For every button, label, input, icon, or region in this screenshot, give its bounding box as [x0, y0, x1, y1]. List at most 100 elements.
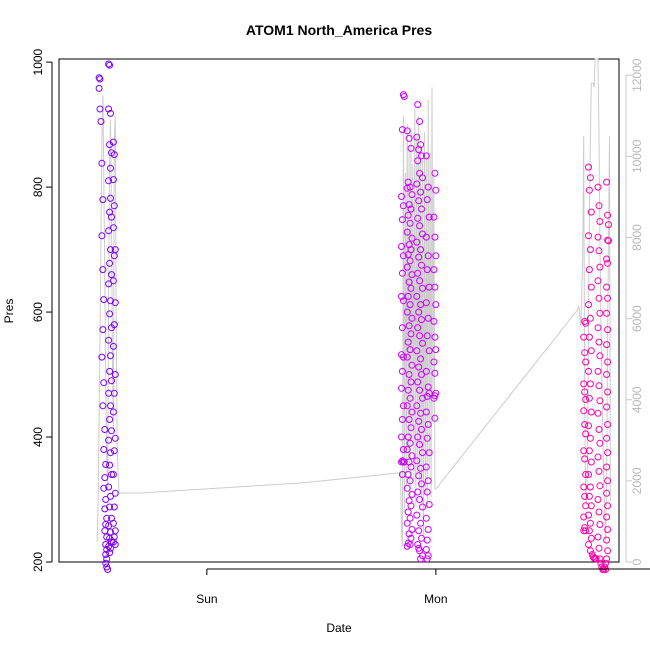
data-point	[580, 483, 588, 491]
data-point	[407, 424, 415, 432]
data-point	[422, 233, 430, 241]
data-point	[407, 378, 415, 386]
data-point	[604, 259, 612, 267]
data-point	[398, 433, 405, 441]
data-point	[430, 266, 438, 274]
data-point	[604, 526, 612, 533]
data-point	[596, 397, 604, 405]
data-point	[587, 208, 595, 216]
data-point	[595, 508, 603, 516]
data-point	[406, 477, 414, 485]
data-point	[405, 278, 413, 286]
data-point	[585, 492, 593, 500]
y2-tick-label: 12000	[630, 58, 644, 92]
data-point	[419, 339, 426, 347]
data-point	[408, 452, 416, 460]
data-point	[430, 317, 438, 325]
data-point	[422, 408, 430, 416]
data-point	[604, 547, 612, 555]
data-point	[109, 519, 117, 527]
data-point	[417, 464, 425, 472]
data-point	[585, 422, 592, 430]
data-point	[106, 503, 114, 511]
y2-tick-label: 4000	[630, 386, 644, 413]
data-point	[425, 501, 433, 508]
data-point	[108, 377, 115, 385]
data-point	[422, 463, 430, 471]
data-point	[106, 61, 114, 69]
data-point	[111, 541, 119, 548]
data-point	[110, 202, 118, 210]
data-point	[414, 157, 422, 165]
data-point	[106, 416, 114, 423]
data-point	[425, 449, 433, 457]
series-3	[580, 163, 612, 573]
data-point	[404, 508, 412, 516]
data-point	[431, 283, 439, 291]
data-point	[418, 534, 425, 542]
data-point	[419, 174, 426, 182]
data-point	[431, 169, 439, 177]
data-point	[415, 544, 423, 552]
y2-tick-label: 6000	[630, 305, 644, 332]
data-point	[418, 371, 425, 378]
data-point	[408, 526, 416, 533]
data-point	[110, 151, 118, 159]
data-point	[100, 446, 108, 453]
data-point	[413, 238, 421, 246]
data-point	[596, 482, 604, 490]
data-point	[398, 292, 405, 300]
data-point	[109, 138, 117, 146]
data-point	[594, 367, 602, 375]
data-point	[585, 301, 592, 309]
data-point	[110, 447, 118, 455]
data-point	[407, 144, 415, 152]
data-point	[603, 489, 611, 497]
data-point	[585, 266, 593, 274]
data-point	[594, 533, 602, 541]
y-axis-label: Pres	[2, 299, 16, 324]
data-point	[107, 544, 114, 552]
data-point	[603, 255, 611, 263]
data-point	[99, 402, 107, 410]
data-point	[414, 378, 422, 386]
data-point	[604, 421, 612, 428]
data-point	[403, 308, 411, 316]
data-point	[414, 324, 422, 332]
data-point	[582, 471, 590, 478]
data-point	[594, 233, 602, 241]
data-point	[423, 555, 431, 563]
data-point	[416, 441, 424, 448]
data-point	[582, 396, 590, 403]
data-point	[405, 416, 413, 423]
data-point	[110, 389, 118, 397]
data-point	[585, 541, 592, 548]
data-point	[603, 463, 611, 471]
data-point	[586, 314, 594, 322]
data-point	[431, 333, 439, 341]
data-point	[582, 502, 590, 510]
data-point	[430, 358, 438, 366]
data-point	[595, 247, 603, 255]
data-point	[407, 205, 415, 213]
data-point	[398, 457, 406, 465]
series-2	[398, 91, 440, 563]
data-point	[398, 243, 405, 250]
data-point	[111, 371, 119, 378]
data-point	[413, 402, 421, 410]
data-point	[109, 224, 117, 232]
data-point	[100, 379, 108, 387]
data-point	[100, 296, 108, 304]
data-point	[423, 266, 431, 274]
data-point	[398, 384, 405, 392]
data-point	[604, 388, 612, 396]
data-point	[586, 434, 594, 442]
data-point	[585, 333, 593, 341]
data-point	[95, 84, 103, 92]
data-point	[594, 277, 602, 285]
data-point	[430, 213, 438, 221]
data-point	[404, 386, 412, 394]
data-point	[580, 380, 588, 388]
data-point	[413, 347, 421, 355]
